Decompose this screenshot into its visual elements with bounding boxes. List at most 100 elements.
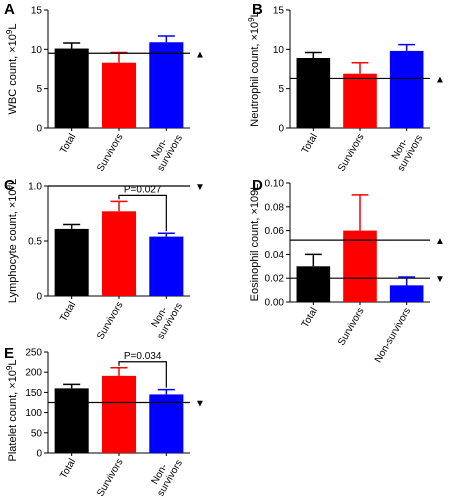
- y-axis-label-part: Eosinophil count, ×109L: [249, 184, 261, 302]
- error-bar: [63, 223, 81, 229]
- panel-label: D: [252, 177, 263, 194]
- y-tick-label: 10: [31, 45, 43, 56]
- y-tick-label: 1.0: [28, 182, 42, 193]
- y-tick-label: 0: [36, 292, 42, 303]
- significance-bracket: [118, 194, 167, 232]
- bar: [343, 230, 377, 302]
- y-axis-label-part: L: [249, 11, 261, 17]
- y-axis-label-part: L: [7, 24, 19, 30]
- y-tick-label: 15: [31, 6, 43, 17]
- y-axis-label: Eosinophil count, ×109L: [249, 184, 261, 302]
- reference-marker: ▼: [195, 399, 205, 410]
- y-axis-label-part: Neutrophil count, ×10: [249, 22, 261, 127]
- x-tick-label: Survivors: [336, 306, 366, 348]
- y-axis-label-part: 9: [5, 184, 14, 189]
- error-bar: [304, 253, 322, 267]
- y-tick-label: 5: [36, 84, 42, 95]
- x-tick-label: Total: [300, 306, 320, 330]
- y-tick-label: 5: [278, 84, 284, 95]
- error-bar: [398, 43, 416, 51]
- error-bar: [110, 200, 128, 212]
- y-axis-label-part: Lymphocyte count, ×10: [7, 189, 19, 303]
- x-tick-label: Survivors: [95, 457, 125, 499]
- y-tick-label: 0.10: [265, 179, 285, 190]
- error-bar: [304, 51, 322, 58]
- bar: [54, 48, 89, 129]
- y-axis-label-part: Platelet count, ×10: [7, 370, 19, 461]
- bar: [54, 228, 89, 296]
- bar: [149, 394, 184, 453]
- y-tick-label: 150: [25, 388, 42, 399]
- x-tick-label: Total: [300, 132, 320, 156]
- y-tick-label: 10: [273, 45, 285, 56]
- y-axis-label-part: WBC count, ×10: [7, 34, 19, 114]
- panel-label: C: [4, 177, 15, 194]
- reference-marker: ▼: [435, 274, 445, 285]
- y-tick-label: 0.06: [265, 226, 285, 237]
- bar: [149, 236, 184, 296]
- panel-label: A: [4, 1, 15, 18]
- x-tick-label: Survivors: [95, 300, 125, 342]
- y-axis-label-part: 9: [247, 17, 256, 22]
- bar: [296, 57, 331, 129]
- y-tick-label: 15: [273, 6, 285, 17]
- y-tick-label: 0: [36, 124, 42, 135]
- significance-label: P=0.027: [124, 184, 162, 195]
- y-axis-label: WBC count, ×109L: [5, 24, 19, 115]
- x-tick-label: Total: [58, 300, 78, 324]
- x-tick-label: Non-survivors: [146, 453, 185, 499]
- bar: [149, 42, 184, 128]
- y-tick-label: 0: [278, 124, 284, 135]
- error-bar: [110, 51, 128, 63]
- x-tick-label: Total: [58, 457, 78, 481]
- y-axis-label-part: 9: [5, 29, 14, 34]
- x-tick-label: Non-survivors: [386, 128, 425, 174]
- y-axis-label-part: L: [7, 179, 19, 185]
- y-tick-label: 0.5: [28, 237, 42, 248]
- y-tick-label: 0.08: [265, 202, 285, 213]
- reference-marker: ▲: [435, 74, 445, 85]
- reference-marker: ▲: [435, 236, 445, 247]
- y-tick-label: 0.02: [265, 274, 285, 285]
- y-axis-label: Neutrophil count, ×109L: [247, 11, 261, 126]
- panel-label: E: [4, 345, 14, 362]
- y-axis-label: Platelet count, ×109L: [5, 359, 19, 461]
- y-axis-label-part: 9: [5, 365, 14, 370]
- bar: [54, 388, 89, 453]
- x-tick-label: Survivors: [336, 132, 366, 174]
- y-tick-label: 0: [36, 449, 42, 460]
- error-bar: [110, 367, 128, 376]
- reference-marker: ▼: [195, 182, 205, 193]
- y-tick-label: 250: [25, 348, 42, 359]
- panel-label: B: [252, 1, 263, 18]
- y-tick-label: 100: [25, 408, 42, 419]
- error-bar: [351, 194, 369, 231]
- y-tick-label: 200: [25, 368, 42, 379]
- error-bar: [63, 383, 81, 389]
- error-bar: [157, 388, 175, 395]
- reference-marker: ▲: [195, 49, 205, 60]
- significance-label: P=0.034: [124, 351, 162, 362]
- y-axis-label: Lymphocyte count, ×109L: [5, 179, 19, 303]
- bar: [389, 285, 424, 302]
- y-axis-label-part: L: [7, 359, 19, 365]
- bar: [296, 266, 331, 302]
- y-tick-label: 50: [31, 428, 43, 439]
- bar: [343, 73, 377, 128]
- y-tick-label: 0.00: [265, 298, 285, 309]
- bar: [389, 50, 424, 129]
- error-bar: [157, 35, 175, 43]
- bar: [101, 375, 137, 453]
- x-tick-label: Total: [58, 132, 78, 156]
- y-tick-label: 0.04: [265, 250, 285, 261]
- x-tick-label: Non-survivors: [146, 128, 185, 174]
- bar: [101, 211, 137, 296]
- bar: [101, 62, 137, 128]
- error-bar: [351, 61, 369, 74]
- error-bar: [157, 232, 175, 237]
- x-tick-label: Non-survivors: [146, 296, 185, 342]
- x-tick-label: Non-survivors: [373, 306, 413, 365]
- error-bar: [63, 42, 81, 49]
- x-tick-label: Survivors: [95, 132, 125, 174]
